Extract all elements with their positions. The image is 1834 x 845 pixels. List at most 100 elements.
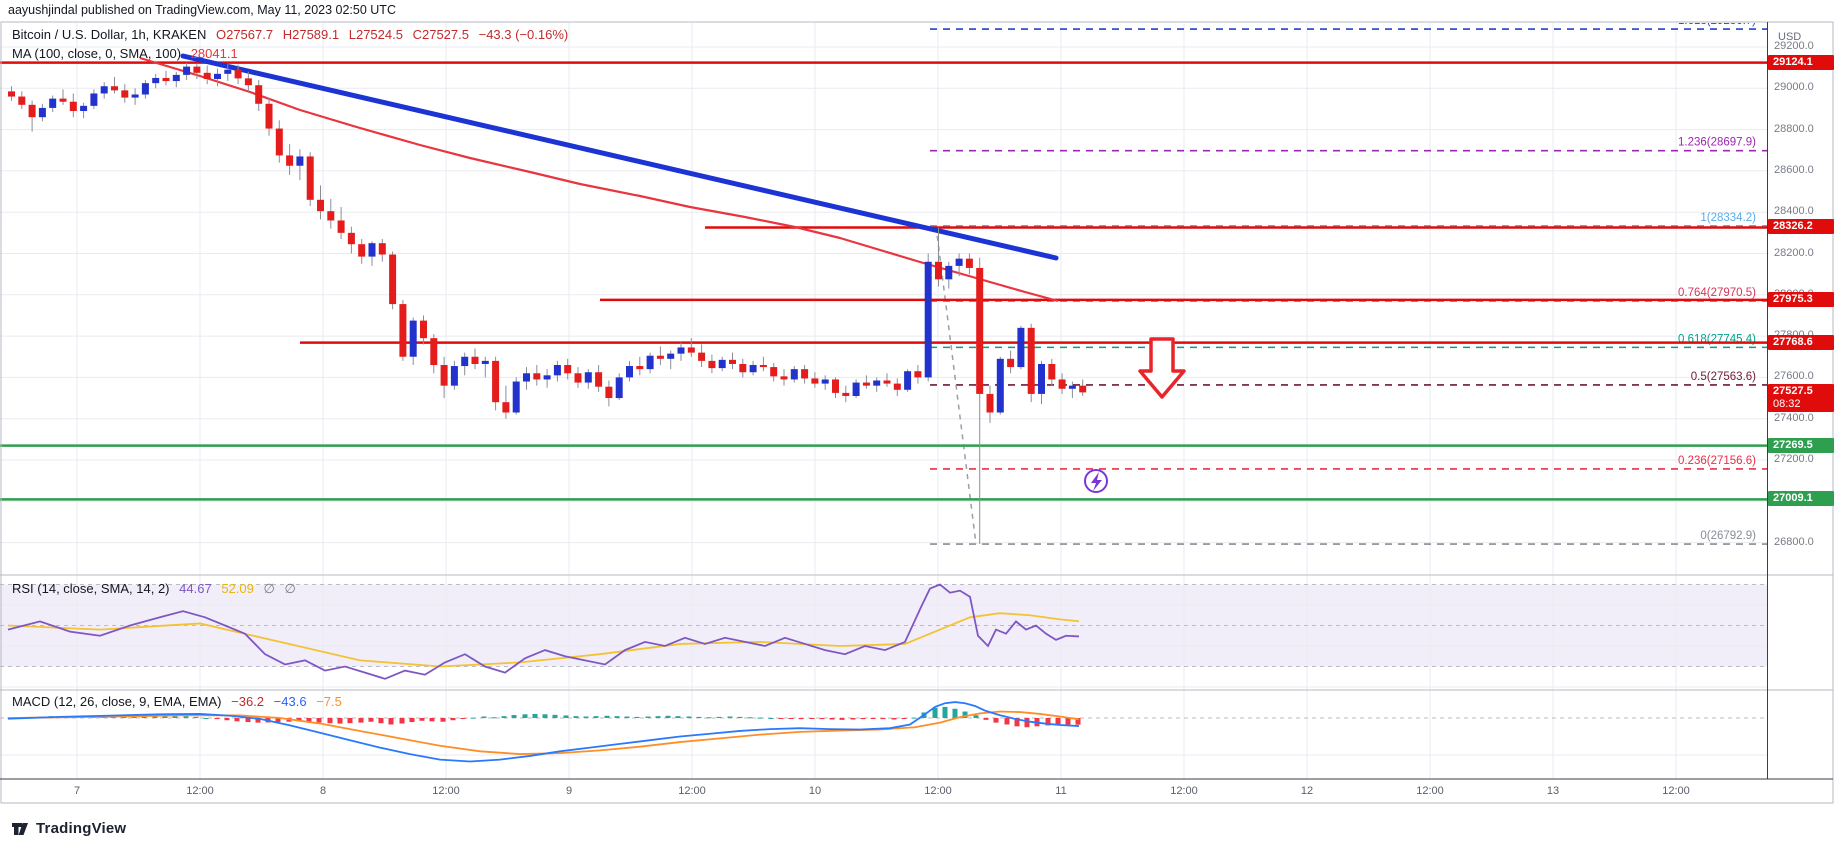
candle-body — [780, 376, 788, 380]
rsi-value: 44.67 — [179, 581, 212, 596]
candle-body — [1048, 363, 1056, 380]
candle-body — [450, 366, 458, 386]
candle-body — [327, 211, 335, 221]
macd-hist-bar — [409, 718, 415, 723]
macd-hist-bar — [358, 718, 364, 723]
macd-hist-bar — [316, 718, 322, 723]
descending-trendline[interactable] — [180, 53, 1059, 261]
current-price: 27527.5 — [1773, 385, 1813, 398]
candle-body — [729, 359, 736, 364]
candlestick-series[interactable] — [8, 62, 1087, 545]
candle-body — [718, 359, 726, 369]
macd-hist-bar — [983, 718, 989, 720]
candle-body — [1079, 385, 1087, 393]
macd-hist-bar — [388, 718, 394, 725]
macd-hist-bar — [993, 718, 999, 723]
down-arrow-annotation[interactable] — [1138, 337, 1186, 399]
rsi-ma-line[interactable] — [7, 612, 1080, 668]
flash-marker-icon[interactable] — [1084, 469, 1108, 493]
candle-body — [502, 402, 510, 413]
candle-body — [265, 103, 273, 129]
ma-legend[interactable]: MA (100, close, 0, SMA, 100) 28041.1 — [12, 46, 244, 61]
horizontal-levels[interactable] — [0, 61, 1767, 501]
macd-hist-bar — [624, 716, 630, 718]
macd-hist-bar — [347, 718, 353, 724]
candle-body — [347, 232, 355, 245]
macd-hist-bar — [716, 716, 722, 718]
candle-body — [883, 380, 891, 384]
rsi-legend[interactable]: RSI (14, close, SMA, 14, 2) 44.67 52.09 … — [12, 581, 302, 597]
macd-hist-bar — [1075, 718, 1081, 725]
candle-body — [8, 91, 15, 97]
rsi-upper-band-value: ∅ — [263, 581, 275, 596]
ohlc-high: H27589.1 — [282, 27, 340, 42]
macd-hist-bar — [306, 718, 312, 722]
candle-body — [183, 66, 191, 75]
candle-body — [1068, 385, 1076, 389]
macd-hist-bar — [162, 715, 168, 718]
macd-line[interactable] — [7, 701, 1080, 763]
time-tick-label: 13 — [1546, 785, 1560, 797]
candle-body — [440, 365, 448, 386]
macd-hist-bar — [686, 716, 692, 718]
candle-body — [69, 101, 77, 112]
tradingview-logo[interactable]: TradingView — [10, 818, 126, 838]
candle-body — [111, 86, 118, 91]
time-tick-label: 8 — [319, 785, 327, 797]
main-pane[interactable]: 1.618(29286.7) 1.236(28697.9) 1(28334.2) 0.… — [0, 15, 1767, 545]
macd-hist-bar — [737, 716, 743, 718]
ohlc-open: O27567.7 — [215, 27, 274, 42]
macd-hist-bar — [1024, 718, 1030, 728]
macd-hist-bar — [245, 718, 251, 723]
macd-hist-bar — [532, 713, 538, 718]
macd-hist-bar — [952, 708, 958, 718]
macd-legend[interactable]: MACD (12, 26, close, 9, EMA, EMA) −36.2 … — [12, 694, 348, 709]
macd-hist-bar — [1055, 718, 1061, 726]
rsi-label: RSI (14, close, SMA, 14, 2) — [12, 581, 170, 596]
candle-body — [317, 199, 324, 212]
macd-hist-bar — [491, 717, 497, 719]
price-level-badge: 27768.6 — [1768, 334, 1834, 350]
candle-body — [38, 107, 46, 118]
price-level-badge: 28326.2 — [1768, 219, 1834, 235]
candle-body — [739, 363, 747, 373]
fib-retracement[interactable]: 1.618(29286.7) 1.236(28697.9) 1(28334.2) 0.… — [930, 15, 1767, 545]
candle-body — [224, 69, 232, 74]
candle-body — [234, 69, 242, 79]
time-tick-label: 12:00 — [1662, 785, 1690, 797]
macd-hist-bar — [542, 714, 548, 718]
macd-hist-bar — [296, 718, 302, 722]
macd-hist-bar — [911, 717, 917, 719]
fib-level-label: 1.236(28697.9) — [1678, 137, 1756, 149]
candle-body — [667, 353, 675, 359]
macd-hist-bar — [809, 718, 815, 719]
ma-100-line[interactable] — [139, 56, 1059, 303]
ohlc-close: C27527.5 — [412, 27, 469, 42]
candle-body — [471, 356, 479, 364]
rsi-line[interactable] — [7, 583, 1080, 680]
price-level-badge: 27009.1 — [1768, 491, 1834, 507]
macd-hist-bar — [973, 715, 979, 718]
price-tick-label: 28200.0 — [1774, 246, 1814, 259]
candle-body — [1007, 358, 1015, 368]
macd-signal-line[interactable] — [7, 710, 1080, 755]
candle-body — [59, 98, 67, 102]
rsi-lower-band-value: ∅ — [284, 581, 296, 596]
macd-hist-bar — [819, 718, 825, 720]
candle-body — [852, 382, 860, 396]
candle-body — [121, 90, 129, 98]
symbol-legend[interactable]: Bitcoin / U.S. Dollar, 1h, KRAKEN O27567… — [12, 27, 574, 42]
candle-body — [172, 74, 180, 82]
candle-body — [420, 320, 427, 339]
fib-level-label: 0(26792.9) — [1700, 530, 1756, 542]
macd-hist-bar — [675, 716, 681, 718]
candle-body — [1058, 379, 1066, 389]
macd-hist-value: −36.2 — [231, 694, 265, 709]
candle-body — [821, 379, 829, 384]
candle-body — [193, 66, 201, 73]
candle-body — [162, 77, 170, 82]
candle-body — [584, 372, 592, 383]
macd-hist-bar — [511, 715, 517, 718]
